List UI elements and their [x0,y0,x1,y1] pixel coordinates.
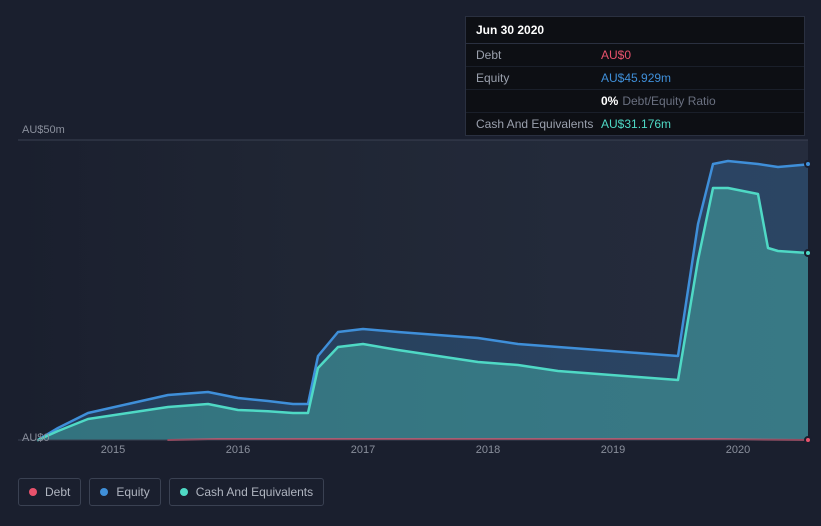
chart-tooltip: Jun 30 2020 DebtAU$0EquityAU$45.929m0%De… [465,16,805,136]
tooltip-row-value: AU$45.929m [601,71,794,85]
x-tick: 2019 [601,444,625,456]
x-tick: 2020 [726,444,750,456]
x-tick: 2018 [476,444,500,456]
series-end-marker [804,249,812,257]
tooltip-row-label: Debt [476,48,601,62]
legend-label: Debt [45,485,70,499]
legend-item[interactable]: Equity [89,478,160,506]
y-axis-label-min: AU$0 [22,432,50,444]
x-tick: 2017 [351,444,375,456]
tooltip-row-value: 0%Debt/Equity Ratio [601,94,794,108]
legend-label: Equity [116,485,149,499]
tooltip-row: Cash And EquivalentsAU$31.176m [466,113,804,135]
y-axis-label-max: AU$50m [22,124,65,136]
tooltip-row-label: Equity [476,71,601,85]
series-end-marker [804,436,812,444]
legend-item[interactable]: Cash And Equivalents [169,478,324,506]
chart-svg [18,140,808,440]
tooltip-row: DebtAU$0 [466,44,804,67]
legend-label: Cash And Equivalents [196,485,313,499]
tooltip-row-value: AU$31.176m [601,117,794,131]
tooltip-row: 0%Debt/Equity Ratio [466,90,804,113]
legend-dot-icon [100,488,108,496]
x-tick: 2015 [101,444,125,456]
tooltip-row-label [476,94,601,108]
tooltip-date: Jun 30 2020 [466,17,804,44]
x-tick: 2016 [226,444,250,456]
tooltip-row: EquityAU$45.929m [466,67,804,90]
legend-dot-icon [29,488,37,496]
legend-dot-icon [180,488,188,496]
tooltip-row-label: Cash And Equivalents [476,117,601,131]
series-end-marker [804,160,812,168]
tooltip-row-value: AU$0 [601,48,794,62]
tooltip-rows: DebtAU$0EquityAU$45.929m0%Debt/Equity Ra… [466,44,804,135]
legend: Debt Equity Cash And Equivalents [18,478,324,506]
legend-item[interactable]: Debt [18,478,81,506]
chart-container: AU$50m AU$0 [18,140,808,440]
chart-plot-area[interactable] [18,140,808,440]
